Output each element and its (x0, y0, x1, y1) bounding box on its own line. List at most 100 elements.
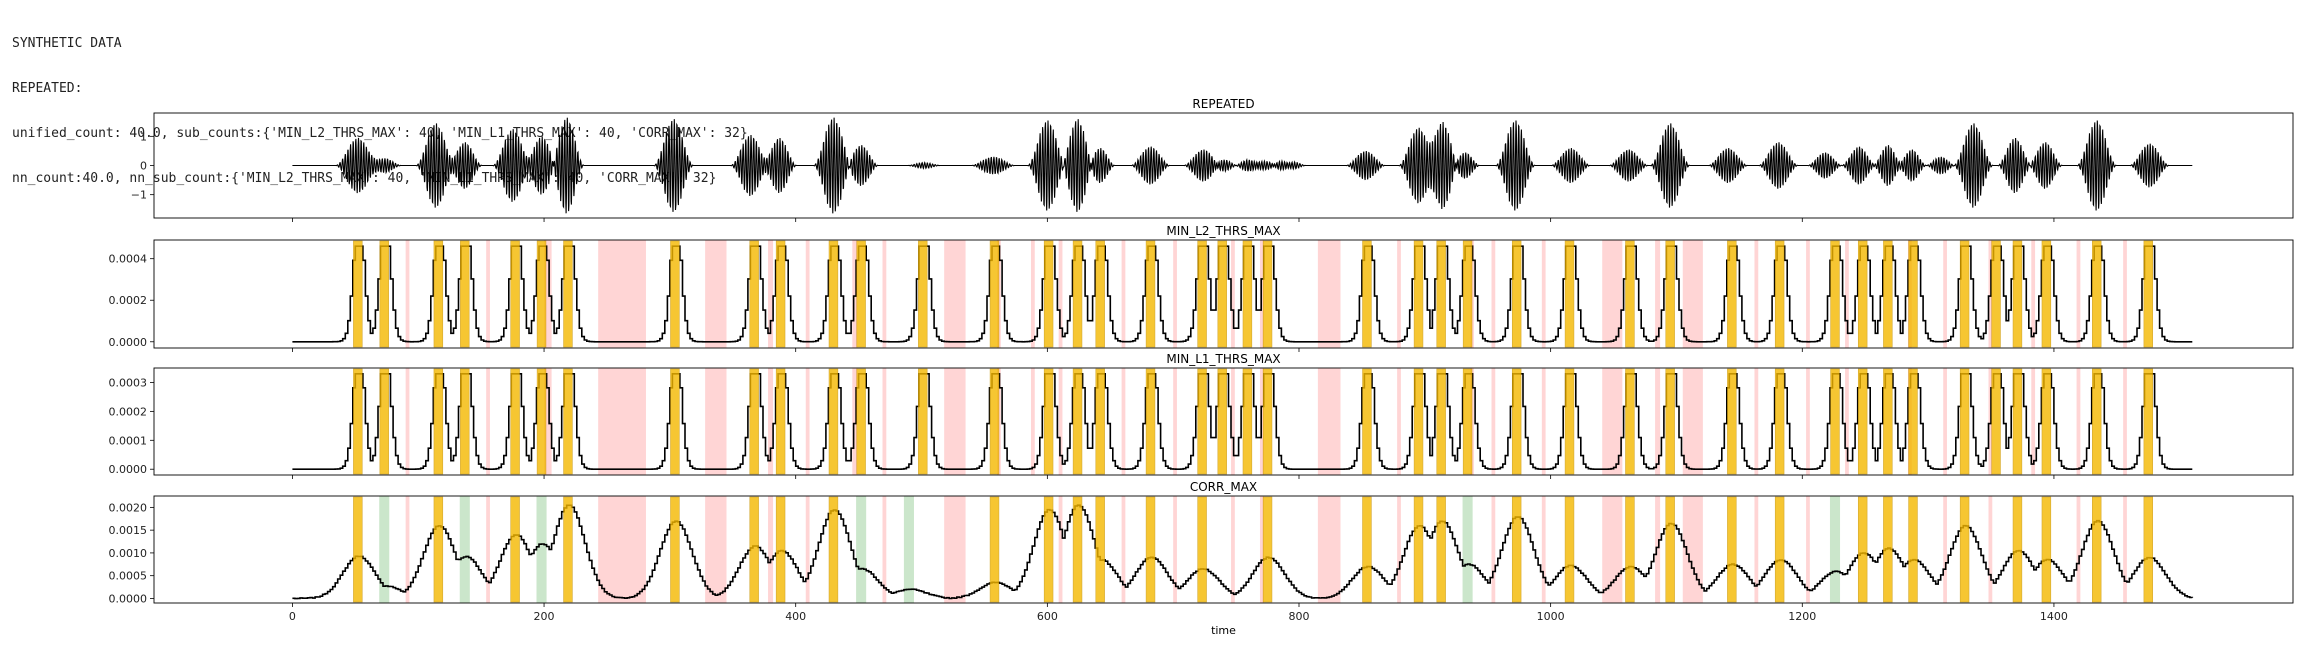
match-bar (1095, 496, 1105, 603)
miss-span (2123, 368, 2127, 475)
signal-line (292, 373, 2193, 470)
miss-span (2031, 368, 2036, 475)
miss-span (598, 240, 646, 348)
y-tick-label: 1 (140, 130, 147, 143)
match-bar (1262, 240, 1273, 348)
match-bar (433, 368, 444, 475)
miss-span (1602, 368, 1623, 475)
match-bar (563, 496, 573, 603)
match-bar (1665, 368, 1675, 475)
match-bar (856, 240, 866, 348)
match-bar (460, 240, 470, 348)
match-bar (1883, 368, 1893, 475)
plot-area (292, 117, 2193, 214)
axes-frame (153, 495, 2294, 604)
miss-span (1988, 496, 1993, 603)
match-bar (1262, 496, 1273, 603)
match-bar (1511, 496, 1522, 603)
match-bar (1197, 240, 1207, 348)
match-bar (1262, 368, 1273, 475)
miss-span (1655, 496, 1661, 603)
match-bar (828, 496, 839, 603)
match-bar (1908, 496, 1918, 603)
match-bar (775, 240, 786, 348)
match-bar (2092, 496, 2102, 603)
match-bar (1043, 496, 1054, 603)
x-tick-label: 800 (1288, 610, 1309, 623)
axes-frame (153, 367, 2294, 476)
miss-span (1541, 240, 1546, 348)
axes-frame (153, 239, 2294, 349)
match-bar (775, 368, 786, 475)
miss-span (768, 240, 774, 348)
match-bar (2012, 240, 2023, 348)
miss-span (1121, 240, 1126, 348)
match-bar (1362, 240, 1372, 348)
match-bar (460, 368, 470, 475)
miss-span (2123, 240, 2127, 348)
match-bar (1095, 368, 1105, 475)
match-bar (1462, 240, 1473, 348)
miss-span (486, 368, 490, 475)
match-bar (510, 368, 520, 475)
match-bar (1883, 240, 1893, 348)
miss-span (1491, 368, 1496, 475)
match-bar (1413, 496, 1424, 603)
miss-span (1806, 240, 1810, 348)
miss-span (768, 368, 774, 475)
match-bar (749, 240, 759, 348)
match-bar (1991, 240, 2001, 348)
y-tick-label: 0.0010 (109, 547, 148, 560)
miss-span (2076, 496, 2081, 603)
miss-span (1943, 496, 1947, 603)
match-bar (670, 496, 680, 603)
match-bar (989, 496, 1000, 603)
match-bar (2092, 368, 2102, 475)
miss-span (1682, 368, 1703, 475)
match-bar (828, 368, 839, 475)
signal-line (292, 504, 2194, 600)
match-bar (1413, 240, 1424, 348)
match-bar (353, 240, 363, 348)
miss-span (705, 496, 727, 603)
match-bar (2012, 496, 2023, 603)
match-bar (1072, 240, 1083, 348)
match-bar (1242, 240, 1253, 348)
miss-span (544, 368, 552, 475)
match-bar (433, 240, 444, 348)
miss-span (1173, 368, 1177, 475)
miss-span (705, 240, 727, 348)
miss-span (805, 496, 810, 603)
y-tick-label: 0.0000 (109, 463, 148, 476)
match-bar (775, 496, 786, 603)
match-bar (1043, 240, 1054, 348)
miss-span (1943, 368, 1947, 475)
miss-span (1397, 368, 1401, 475)
match-bar (1625, 496, 1635, 603)
miss-span (882, 368, 887, 475)
miss-span (1491, 496, 1496, 603)
header-text: SYNTHETIC DATA REPEATED: unified_count: … (12, 6, 748, 201)
miss-span (1806, 368, 1810, 475)
match-bar (1774, 496, 1785, 603)
match-bar (989, 240, 1000, 348)
x-tick-label: 1200 (1788, 610, 1816, 623)
match-bar (1959, 368, 1970, 475)
miss-span (1231, 496, 1235, 603)
miss-span (1491, 240, 1496, 348)
miss-span (1317, 240, 1341, 348)
match-bar (563, 368, 573, 475)
match-bar (510, 240, 520, 348)
header-line-1: SYNTHETIC DATA (12, 36, 122, 51)
miss-span (768, 496, 774, 603)
y-tick-label: 0 (140, 160, 147, 173)
miss-span (1845, 240, 1849, 348)
extra-span (379, 496, 390, 603)
match-bar (670, 240, 680, 348)
match-bar (1043, 368, 1054, 475)
match-bar (2041, 496, 2052, 603)
x-tick-label: 600 (1037, 610, 1058, 623)
miss-span (1173, 240, 1177, 348)
match-bar (918, 240, 928, 348)
